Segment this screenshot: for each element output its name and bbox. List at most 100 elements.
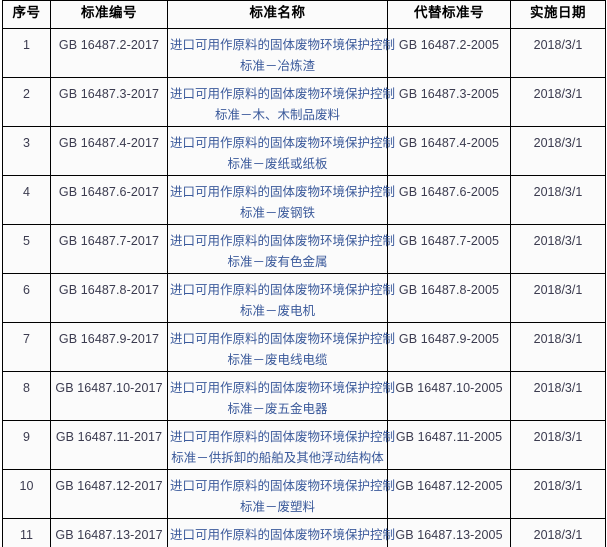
sequence-number-text: 1 [23, 38, 30, 52]
effective-date-text: 2018/3/1 [533, 381, 583, 395]
standard-name-line-1: 进口可用作原料的固体废物环境保护控制 [170, 528, 396, 542]
standard-name-text: 进口可用作原料的固体废物环境保护控制 标准－供拆卸的船舶及其他浮动结构体 [168, 421, 396, 469]
table-row: 2 GB 16487.3-2017 进口可用作原料的固体废物环境保护控制 标准－木、木… [2, 77, 606, 127]
effective-date-text: 2018/3/1 [533, 430, 583, 444]
cell-standard-code: GB 16487.6-2017 [50, 175, 168, 225]
cell-superseded-code: GB 16487.6-2005 [387, 175, 511, 225]
effective-date-text: 2018/3/1 [533, 87, 583, 101]
sequence-number-text: 6 [23, 283, 30, 297]
sequence-number-text: 10 [19, 479, 34, 493]
cell-sequence-number: 1 [2, 28, 51, 78]
cell-superseded-code: GB 16487.7-2005 [387, 224, 511, 274]
cell-standard-name: 进口可用作原料的固体废物环境保护控制标准－废五金电器 [167, 371, 396, 421]
cell-standard-name: 进口可用作原料的固体废物环境保护控制 标准－冶炼渣 [167, 28, 395, 78]
superseded-code-text: GB 16487.3-2005 [398, 87, 500, 101]
effective-date-text: 2018/3/1 [533, 185, 583, 199]
standard-name-line-1: 进口可用作原料的固体废物环境保护控制 [170, 234, 396, 248]
standard-name-line-2: 标准－供拆卸的船舶及其他浮动结构体 [171, 451, 384, 465]
cell-superseded-code: GB 16487.2-2005 [387, 28, 511, 78]
standard-code-text: GB 16487.11-2017 [55, 430, 163, 444]
cell-standard-code: GB 16487.7-2017 [50, 224, 168, 274]
cell-superseded-code: GB 16487.13-2005 [387, 518, 511, 547]
superseded-code-text: GB 16487.11-2005 [395, 430, 503, 444]
column-header-seq: 序号 [2, 0, 51, 29]
standard-code-text: GB 16487.2-2017 [58, 38, 160, 52]
table-row: 8 GB 16487.10-2017 进口可用作原料的固体废物环境保护控制标准－废五… [2, 371, 606, 421]
cell-effective-date: 2018/3/1 [510, 371, 606, 421]
cell-effective-date: 2018/3/1 [510, 322, 606, 372]
sequence-number-text: 7 [23, 332, 30, 346]
superseded-code-text: GB 16487.2-2005 [398, 38, 500, 52]
table-row: 3 GB 16487.4-2017 进口可用作原料的固体废物环境保护控制 标准－废纸或… [2, 126, 606, 176]
superseded-code-text: GB 16487.12-2005 [395, 479, 503, 493]
cell-effective-date: 2018/3/1 [510, 273, 606, 323]
table-header: 序号 标准编号 标准名称 代替标准号 实施日期 [2, 0, 606, 29]
cell-standard-code: GB 16487.11-2017 [50, 420, 168, 470]
cell-standard-code: GB 16487.12-2017 [50, 469, 168, 519]
column-header-name: 标准名称 [167, 0, 388, 29]
cell-effective-date: 2018/3/1 [510, 28, 606, 78]
superseded-code-text: GB 16487.8-2005 [398, 283, 500, 297]
cell-sequence-number: 8 [2, 371, 51, 421]
standard-name-text: 进口可用作原料的固体废物环境保护控制 标准－废纸或纸板 [168, 127, 395, 175]
cell-standard-code: GB 16487.2-2017 [50, 28, 168, 78]
standard-code-text: GB 16487.13-2017 [55, 528, 163, 542]
standard-name-line-1: 进口可用作原料的固体废物环境保护控制 [170, 479, 396, 493]
cell-standard-code: GB 16487.4-2017 [50, 126, 168, 176]
cell-superseded-code: GB 16487.4-2005 [387, 126, 511, 176]
effective-date-text: 2018/3/1 [533, 479, 583, 493]
standard-name-text: 进口可用作原料的固体废物环境保护控制 标准－废电线电缆 [168, 323, 395, 371]
table-row: 9 GB 16487.11-2017 进口可用作原料的固体废物环境保护控制 标准－供拆… [2, 420, 606, 470]
table-row: 6 GB 16487.8-2017 进口可用作原料的固体废物环境保护控制 标准－废电机… [2, 273, 606, 323]
column-header-old-code: 代替标准号 [387, 0, 511, 29]
table-row: 11 GB 16487.13-2017 进口可用作原料的固体废物环境保护控制标准－废… [2, 518, 606, 547]
cell-standard-name: 进口可用作原料的固体废物环境保护控制 标准－木、木制品废料 [167, 77, 395, 127]
standard-name-text: 进口可用作原料的固体废物环境保护控制 标准－废电机 [168, 274, 396, 322]
standard-name-line-1: 进口可用作原料的固体废物环境保护控制 [170, 381, 396, 395]
cell-standard-code: GB 16487.3-2017 [50, 77, 168, 127]
table-row: 7 GB 16487.9-2017 进口可用作原料的固体废物环境保护控制 标准－废电线… [2, 322, 606, 372]
cell-sequence-number: 5 [2, 224, 51, 274]
standard-name-text: 进口可用作原料的固体废物环境保护控制 标准－废塑料 [168, 470, 396, 518]
cell-superseded-code: GB 16487.10-2005 [387, 371, 511, 421]
cell-standard-name: 进口可用作原料的固体废物环境保护控制 标准－废钢铁 [167, 175, 395, 225]
standard-name-line-2: 标准－废五金电器 [227, 402, 328, 416]
standard-name-line-1: 进口可用作原料的固体废物环境保护控制 [170, 430, 396, 444]
superseded-code-text: GB 16487.6-2005 [398, 185, 500, 199]
cell-sequence-number: 4 [2, 175, 51, 225]
standard-name-line-2: 标准－废纸或纸板 [227, 157, 328, 171]
table-row: 10 GB 16487.12-2017 进口可用作原料的固体废物环境保护控制 标准－废… [2, 469, 606, 519]
standard-name-line-2: 标准－废钢铁 [239, 206, 315, 220]
sequence-number-text: 2 [23, 87, 30, 101]
cell-standard-name: 进口可用作原料的固体废物环境保护控制 标准－废塑料 [167, 469, 396, 519]
standard-code-text: GB 16487.3-2017 [58, 87, 160, 101]
sequence-number-text: 4 [23, 185, 30, 199]
cell-standard-code: GB 16487.13-2017 [50, 518, 168, 547]
effective-date-text: 2018/3/1 [533, 283, 583, 297]
cell-effective-date: 2018/3/1 [510, 77, 606, 127]
standard-name-line-2: 标准－废有色金属 [227, 255, 328, 269]
cell-effective-date: 2018/3/1 [510, 420, 606, 470]
standard-name-text: 进口可用作原料的固体废物环境保护控制 标准－废钢铁 [168, 176, 395, 224]
cell-superseded-code: GB 16487.11-2005 [387, 420, 511, 470]
standard-code-text: GB 16487.6-2017 [58, 185, 160, 199]
sequence-number-text: 9 [23, 430, 30, 444]
sequence-number-text: 3 [23, 136, 30, 150]
cell-effective-date: 2018/3/1 [510, 469, 606, 519]
standard-name-line-2: 标准－木、木制品废料 [214, 108, 340, 122]
cell-superseded-code: GB 16487.3-2005 [387, 77, 511, 127]
standard-code-text: GB 16487.10-2017 [55, 381, 163, 395]
effective-date-text: 2018/3/1 [533, 234, 583, 248]
cell-sequence-number: 7 [2, 322, 51, 372]
table-header-row: 序号 标准编号 标准名称 代替标准号 实施日期 [2, 0, 606, 29]
standard-name-text: 进口可用作原料的固体废物环境保护控制 标准－木、木制品废料 [168, 78, 395, 126]
standard-code-text: GB 16487.8-2017 [58, 283, 160, 297]
table-row: 5 GB 16487.7-2017 进口可用作原料的固体废物环境保护控制标准－废有色… [2, 224, 606, 274]
standard-name-line-1: 进口可用作原料的固体废物环境保护控制 [170, 283, 396, 297]
standard-name-text: 进口可用作原料的固体废物环境保护控制标准－废五金电器 [168, 372, 396, 420]
cell-superseded-code: GB 16487.8-2005 [387, 273, 511, 323]
cell-sequence-number: 10 [2, 469, 51, 519]
standard-name-text: 进口可用作原料的固体废物环境保护控制标准－废有色金属 [168, 225, 396, 273]
